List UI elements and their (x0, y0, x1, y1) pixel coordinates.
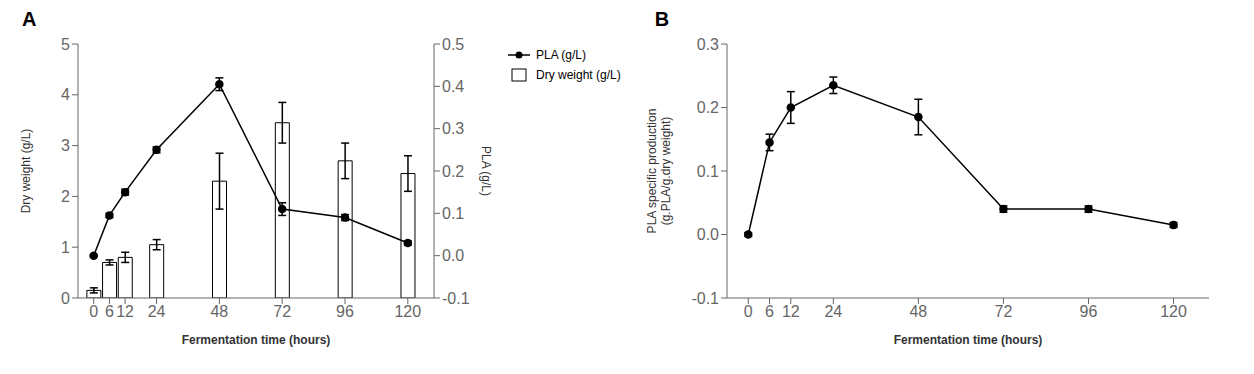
svg-text:0.5: 0.5 (442, 36, 464, 53)
svg-text:0.2: 0.2 (442, 163, 464, 180)
svg-text:1: 1 (61, 239, 70, 256)
svg-text:Dry weight (g/L): Dry weight (g/L) (19, 129, 33, 214)
svg-text:0.0: 0.0 (696, 226, 718, 243)
svg-text:PLA (g/L): PLA (g/L) (479, 146, 493, 196)
svg-text:0: 0 (61, 290, 70, 307)
svg-text:0: 0 (89, 303, 98, 320)
svg-text:6: 6 (105, 303, 114, 320)
svg-text:-0.1: -0.1 (442, 290, 470, 307)
svg-text:120: 120 (1160, 303, 1187, 320)
svg-text:0: 0 (744, 303, 753, 320)
svg-text:3: 3 (61, 137, 70, 154)
html-text:B: B (654, 8, 670, 30)
svg-text:0.1: 0.1 (442, 205, 464, 222)
svg-text:-0.1: -0.1 (691, 290, 719, 307)
svg-text:PLA specific production(g.PLA/: PLA specific production(g.PLA/g.dry weig… (645, 109, 673, 234)
html-text:A: A (22, 8, 37, 30)
svg-text:72: 72 (273, 303, 291, 320)
svg-text:4: 4 (61, 86, 70, 103)
svg-text:0.3: 0.3 (696, 36, 718, 53)
svg-text:48: 48 (909, 303, 927, 320)
svg-text:96: 96 (336, 303, 354, 320)
svg-text:0.4: 0.4 (442, 78, 464, 95)
svg-text:Fermentation time (hours): Fermentation time (hours) (893, 333, 1042, 347)
svg-text:24: 24 (824, 303, 842, 320)
svg-text:2: 2 (61, 188, 70, 205)
svg-text:120: 120 (394, 303, 421, 320)
svg-text:12: 12 (116, 303, 134, 320)
html-text:PLA (g/L): PLA (g/L) (536, 48, 586, 62)
svg-text:24: 24 (148, 303, 166, 320)
svg-text:0.1: 0.1 (696, 163, 718, 180)
svg-text:72: 72 (994, 303, 1012, 320)
html-text:Dry weight (g/L): Dry weight (g/L) (536, 68, 621, 82)
svg-text:0.0: 0.0 (442, 247, 464, 264)
svg-text:6: 6 (765, 303, 774, 320)
svg-text:48: 48 (210, 303, 228, 320)
svg-text:0.2: 0.2 (696, 99, 718, 116)
svg-text:96: 96 (1079, 303, 1097, 320)
svg-text:0.3: 0.3 (442, 120, 464, 137)
svg-text:12: 12 (782, 303, 800, 320)
svg-text:Fermentation time (hours): Fermentation time (hours) (182, 333, 331, 347)
svg-text:5: 5 (61, 36, 70, 53)
